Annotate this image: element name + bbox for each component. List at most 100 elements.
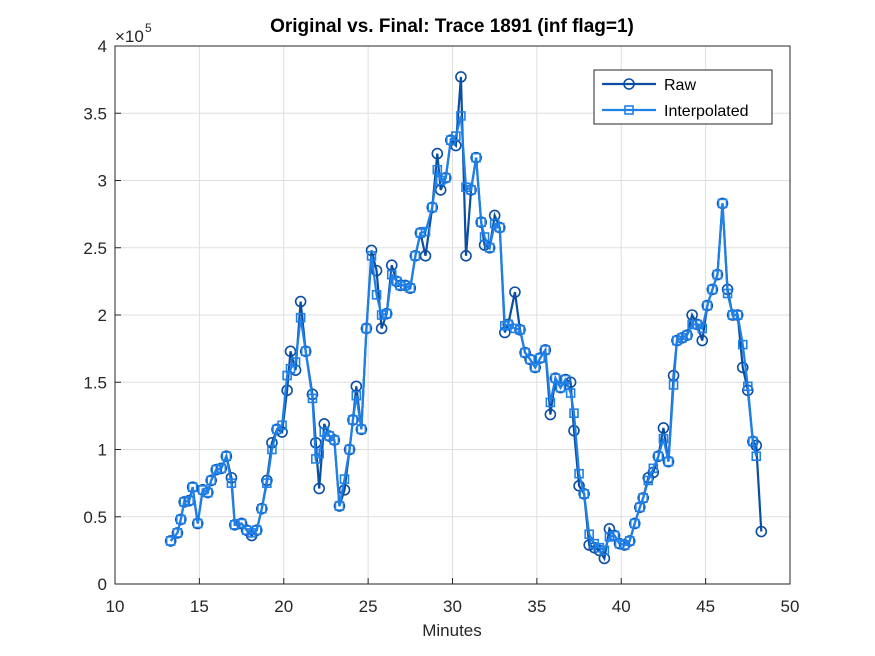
- marker: [339, 474, 350, 484]
- x-tick-label: 45: [696, 597, 715, 616]
- y-tick-label: 1: [98, 441, 107, 460]
- marker: [707, 284, 718, 295]
- marker: [197, 485, 208, 495]
- marker: [267, 444, 277, 455]
- marker: [456, 111, 466, 121]
- marker: [277, 420, 287, 431]
- marker: [604, 532, 615, 542]
- y-exponent-base: ×10: [115, 27, 144, 46]
- marker: [635, 502, 645, 513]
- marker: [623, 78, 635, 90]
- marker: [476, 217, 486, 227]
- y-tick-label: 1.5: [83, 373, 107, 392]
- marker: [569, 408, 579, 418]
- marker: [284, 345, 297, 358]
- marker: [722, 288, 733, 299]
- marker: [525, 354, 535, 365]
- marker: [386, 269, 397, 280]
- marker: [677, 333, 687, 343]
- marker: [732, 310, 743, 320]
- marker: [509, 286, 521, 298]
- marker: [164, 535, 177, 547]
- marker: [736, 361, 749, 374]
- x-tick-label: 20: [274, 597, 293, 616]
- y-tick-label: 0.5: [83, 508, 107, 527]
- marker: [697, 323, 708, 334]
- marker: [717, 198, 728, 209]
- marker: [366, 251, 377, 261]
- marker: [361, 323, 372, 334]
- marker: [737, 339, 748, 350]
- marker: [307, 393, 318, 404]
- marker: [461, 182, 471, 193]
- marker: [440, 173, 451, 183]
- legend: Raw Interpolated: [593, 69, 773, 125]
- marker: [638, 493, 648, 503]
- y-tick-label: 0: [98, 575, 107, 594]
- marker: [755, 525, 768, 538]
- series-line: [169, 115, 758, 552]
- marker: [748, 436, 758, 447]
- marker: [375, 322, 388, 335]
- marker: [696, 334, 709, 347]
- marker: [400, 280, 411, 291]
- marker: [550, 373, 561, 384]
- marker: [609, 530, 620, 541]
- marker: [663, 456, 674, 467]
- marker: [751, 451, 762, 462]
- marker: [184, 495, 195, 506]
- x-tick-label: 15: [190, 597, 209, 616]
- marker: [706, 283, 719, 296]
- marker: [206, 475, 216, 486]
- y-tick-label: 4: [98, 37, 107, 56]
- marker: [365, 244, 378, 257]
- marker: [460, 250, 472, 262]
- marker: [628, 517, 641, 530]
- marker: [405, 283, 416, 293]
- marker: [203, 487, 213, 498]
- marker: [682, 330, 692, 340]
- legend-label: Interpolated: [664, 103, 749, 120]
- x-tick-label: 35: [527, 597, 546, 616]
- marker: [381, 308, 392, 319]
- x-tick-label: 40: [612, 597, 631, 616]
- marker: [179, 497, 189, 507]
- marker: [629, 518, 640, 529]
- marker: [192, 518, 203, 529]
- x-tick-label: 25: [359, 597, 378, 616]
- marker: [187, 482, 198, 492]
- marker: [540, 345, 551, 355]
- y-tick-label: 3: [98, 172, 107, 191]
- marker: [410, 251, 421, 261]
- marker: [455, 71, 467, 83]
- axes-box: [114, 45, 791, 585]
- marker: [313, 482, 325, 495]
- marker: [176, 514, 186, 525]
- marker: [560, 374, 571, 385]
- marker: [221, 451, 232, 462]
- marker: [544, 408, 557, 421]
- marker: [584, 529, 594, 540]
- marker: [594, 542, 605, 553]
- marker: [295, 312, 306, 323]
- marker: [290, 357, 301, 367]
- marker: [743, 381, 753, 392]
- marker: [210, 463, 223, 476]
- marker: [608, 529, 621, 542]
- legend-label: Raw: [664, 77, 696, 94]
- marker: [318, 418, 331, 430]
- marker: [727, 310, 738, 320]
- marker: [376, 310, 387, 320]
- marker: [672, 335, 682, 346]
- marker: [435, 175, 446, 186]
- marker: [351, 390, 362, 401]
- marker: [262, 478, 272, 488]
- marker: [574, 468, 584, 479]
- marker: [643, 475, 654, 486]
- marker: [466, 185, 476, 195]
- marker: [530, 362, 540, 373]
- marker: [334, 501, 345, 511]
- marker: [314, 448, 324, 459]
- marker: [165, 536, 176, 546]
- marker: [702, 300, 713, 311]
